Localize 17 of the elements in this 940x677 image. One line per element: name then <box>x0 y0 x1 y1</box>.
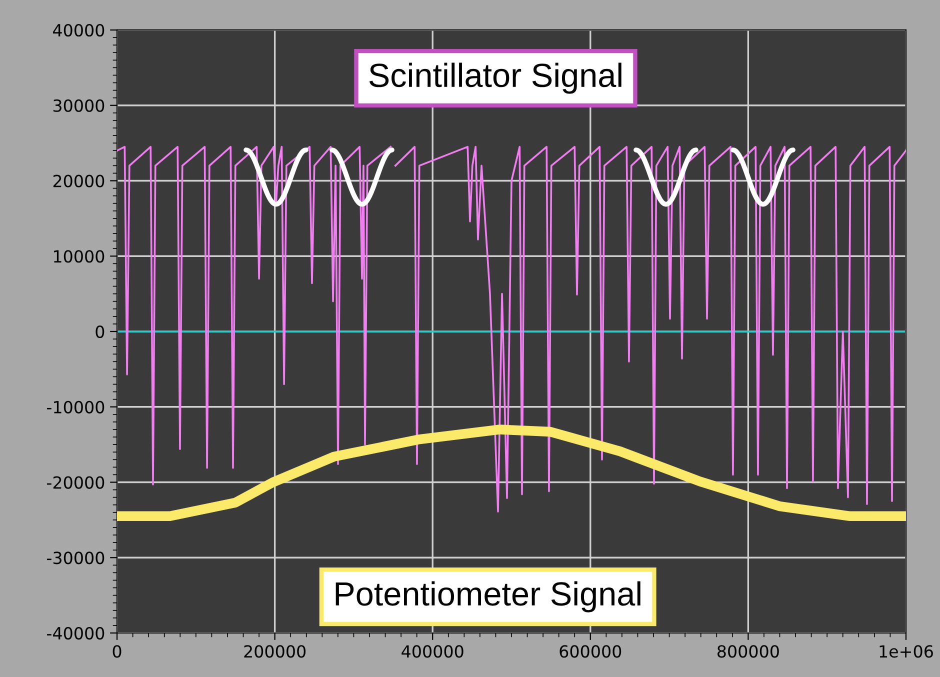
series-label: Scintillator Signal <box>369 62 622 94</box>
y-tick-label: -10000 <box>47 400 104 414</box>
x-tick-label: 0 <box>112 645 122 658</box>
y-tick-label: 40000 <box>53 24 104 37</box>
x-tick-label: 400000 <box>402 645 464 658</box>
x-tick-label: 200000 <box>244 645 306 658</box>
y-tick-label: 20000 <box>53 174 104 188</box>
y-tick-label: 30000 <box>53 99 104 112</box>
x-tick-label: 1e+06 <box>880 645 933 658</box>
text: Potentiometer Signal <box>336 581 640 612</box>
y-tick-label: 10000 <box>54 250 104 263</box>
y-tick-label: -40000 <box>47 626 104 640</box>
x-tick-label: 600000 <box>560 645 622 658</box>
y-tick-label: -30000 <box>47 552 104 564</box>
x-tick-label: 800000 <box>718 645 779 658</box>
y-tick-label: 0 <box>96 325 104 338</box>
y-tick-label: -20000 <box>47 476 104 489</box>
